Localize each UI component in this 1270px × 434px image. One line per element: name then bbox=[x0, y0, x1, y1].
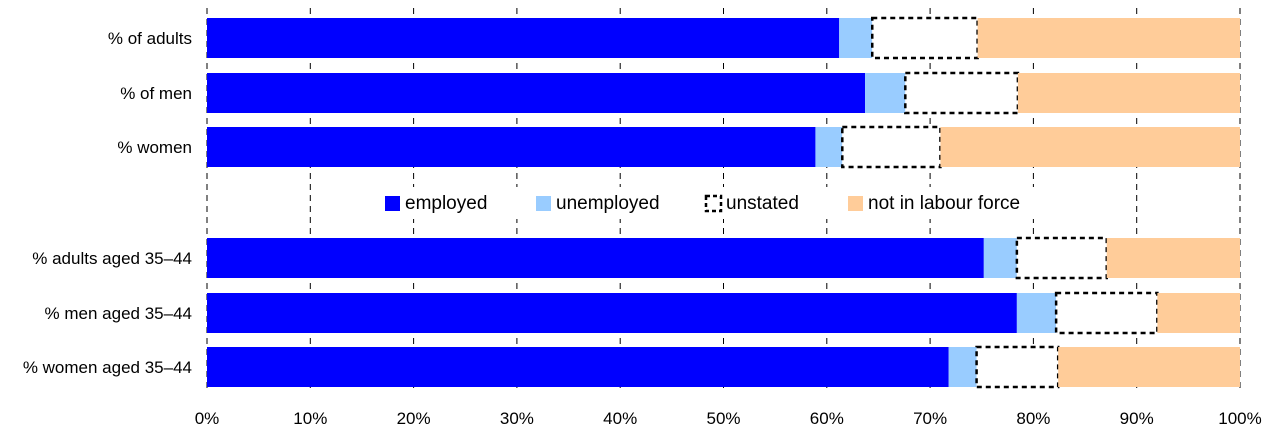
legend-swatch-unstated bbox=[704, 194, 723, 213]
x-tick-label: 20% bbox=[397, 409, 431, 428]
legend: employed unemployed unstated not in labour … bbox=[380, 187, 1035, 219]
bar-segment-employed bbox=[207, 293, 1017, 333]
x-tick-label: 40% bbox=[603, 409, 637, 428]
legend-label: unstated bbox=[726, 193, 799, 214]
bar-segment-unemployed bbox=[815, 127, 843, 167]
category-label: % of men bbox=[120, 84, 192, 103]
legend-label: unemployed bbox=[556, 193, 660, 214]
bar-segment-not-in-labour-force bbox=[977, 18, 1240, 58]
category-label: % women bbox=[117, 138, 192, 157]
bar-segment-not-in-labour-force bbox=[1058, 347, 1240, 387]
bar-segment-unstated bbox=[1015, 236, 1108, 280]
legend-swatch-employed bbox=[385, 196, 400, 211]
category-label: % women aged 35–44 bbox=[23, 358, 192, 377]
legend-label: not in labour force bbox=[868, 193, 1020, 214]
category-label: % men aged 35–44 bbox=[45, 304, 192, 323]
x-tick-label: 0% bbox=[195, 409, 220, 428]
bar-segment-employed bbox=[207, 127, 816, 167]
legend-swatch-unemployed bbox=[536, 196, 551, 211]
bar-segment-unstated bbox=[904, 71, 1020, 115]
bar-segment-employed bbox=[207, 73, 866, 113]
category-labels: % of adults % of men % women % adults aged … bbox=[23, 29, 192, 377]
bar-segment-not-in-labour-force bbox=[1106, 238, 1240, 278]
bar-segment-unemployed bbox=[1016, 293, 1057, 333]
bar-segment-unemployed bbox=[865, 73, 906, 113]
category-label: % of adults bbox=[108, 29, 192, 48]
x-axis-tick-labels: 0% 10% 20% 30% 40% 50% 60% 70% 80% 90% 100% bbox=[195, 409, 1262, 428]
bar-segment-employed bbox=[207, 238, 984, 278]
x-tick-label: 10% bbox=[293, 409, 327, 428]
x-tick-label: 50% bbox=[706, 409, 740, 428]
legend-swatch-not-in-labour-force bbox=[848, 196, 863, 211]
legend-label: employed bbox=[405, 193, 487, 214]
bar-segment-not-in-labour-force bbox=[1017, 73, 1240, 113]
x-tick-label: 90% bbox=[1120, 409, 1154, 428]
bar-segment-unemployed bbox=[948, 347, 977, 387]
bar-segment-not-in-labour-force bbox=[1157, 293, 1240, 333]
bars bbox=[207, 16, 1240, 389]
category-label: % adults aged 35–44 bbox=[32, 249, 192, 268]
bar-segment-unemployed bbox=[839, 18, 873, 58]
x-tick-label: 100% bbox=[1218, 409, 1261, 428]
bar-segment-employed bbox=[207, 347, 949, 387]
x-tick-label: 30% bbox=[500, 409, 534, 428]
bar-segment-employed bbox=[207, 18, 840, 58]
bar-segment-not-in-labour-force bbox=[940, 127, 1240, 167]
x-tick-label: 60% bbox=[810, 409, 844, 428]
bar-segment-unstated bbox=[1054, 291, 1159, 335]
x-tick-label: 70% bbox=[913, 409, 947, 428]
bar-segment-unstated bbox=[841, 125, 942, 169]
bar-segment-unstated bbox=[871, 16, 979, 60]
x-tick-label: 80% bbox=[1016, 409, 1050, 428]
bar-segment-unemployed bbox=[983, 238, 1017, 278]
bar-segment-unstated bbox=[975, 345, 1060, 389]
